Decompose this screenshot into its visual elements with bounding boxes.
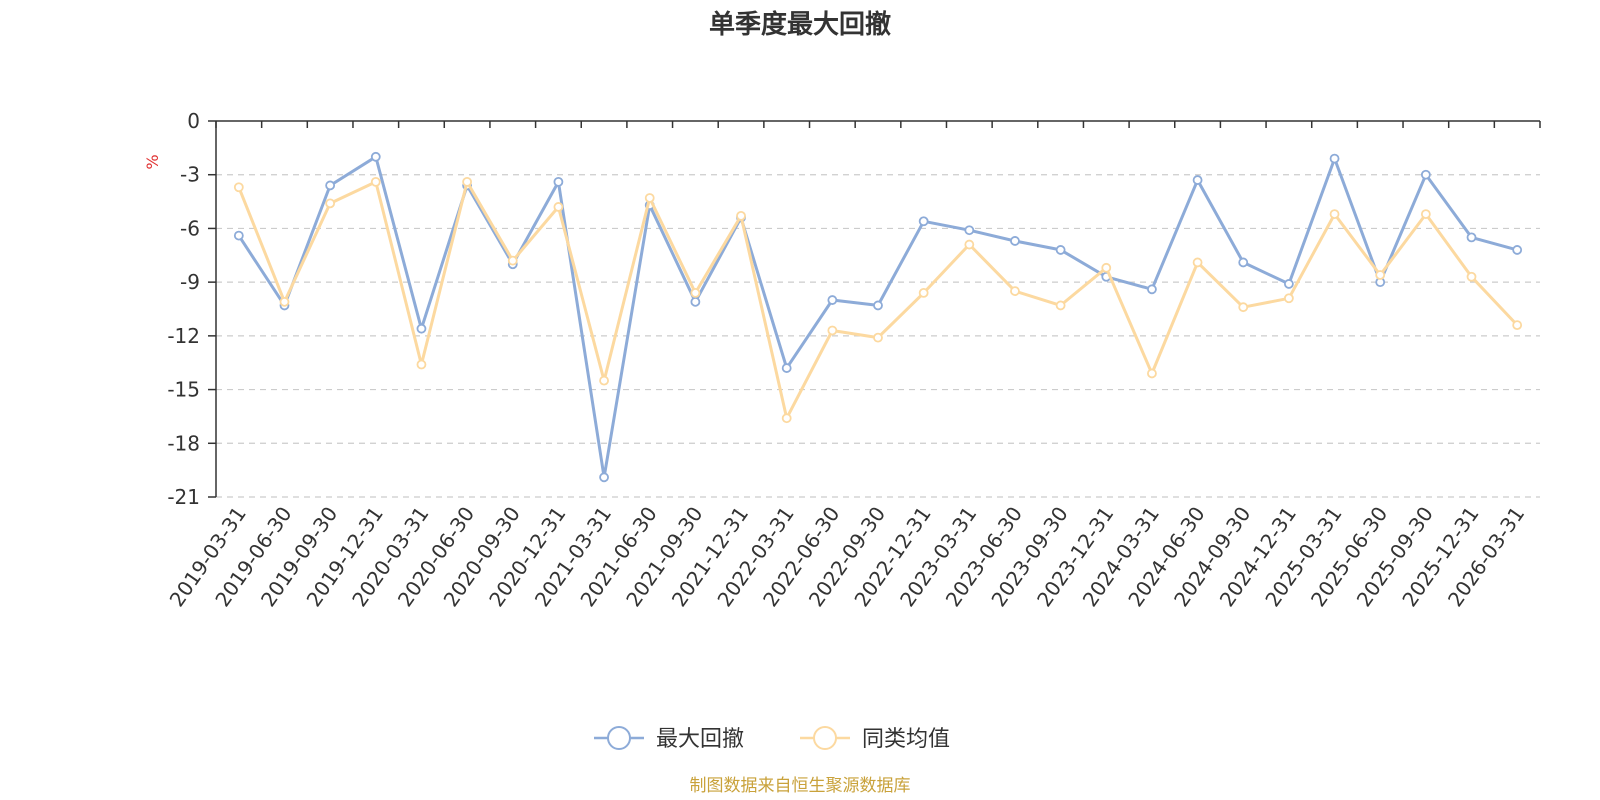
data-point[interactable] [1055,245,1066,255]
series-line [237,155,1519,479]
data-point[interactable] [690,287,701,298]
data-point[interactable] [370,176,381,187]
series-layer [233,151,1523,483]
data-point[interactable] [1238,302,1249,313]
y-tick-label: -12 [167,324,200,348]
data-point[interactable] [1512,320,1523,331]
legend[interactable]: 最大回撤 同类均值 [594,726,950,752]
data-point[interactable] [1101,262,1112,273]
data-point[interactable] [553,176,564,187]
data-point[interactable] [1283,279,1294,289]
legend-marker [607,726,631,750]
data-point[interactable] [233,230,244,241]
data-point[interactable] [1512,245,1523,255]
data-point[interactable] [599,472,609,483]
data-point[interactable] [964,225,975,236]
data-point[interactable] [827,295,838,305]
data-point[interactable] [233,182,244,193]
data-point[interactable] [1147,368,1157,379]
y-tick-label: -3 [180,163,200,187]
legend-label: 最大回撤 [656,727,744,752]
data-point[interactable] [690,296,701,307]
data-point[interactable] [1466,271,1477,282]
data-point[interactable] [873,300,883,311]
y-tick-label: -9 [180,270,200,294]
data-point[interactable] [1420,209,1431,220]
data-point[interactable] [1147,284,1157,295]
legend-label: 同类均值 [862,727,950,752]
data-point[interactable] [1192,257,1203,268]
series-1 [233,151,1523,483]
data-point[interactable] [1329,209,1340,220]
data-point[interactable] [781,363,792,373]
data-point[interactable] [964,239,975,250]
data-point[interactable] [416,359,427,370]
data-point[interactable] [507,255,518,266]
data-point[interactable] [1010,236,1020,246]
y-tick-label: -18 [167,431,200,455]
data-point[interactable] [279,296,290,307]
data-point[interactable] [1283,293,1294,304]
data-point[interactable] [1329,153,1340,164]
data-point[interactable] [1192,175,1203,185]
series-2 [233,176,1523,424]
y-tick-label: -21 [167,485,200,509]
data-point[interactable] [325,198,336,209]
legend-marker [813,726,837,750]
y-tick-label: -15 [167,378,200,402]
legend-item-2[interactable]: 同类均值 [800,726,950,752]
chart-title: 单季度最大回撤 [709,9,891,40]
data-point[interactable] [553,202,564,212]
data-point[interactable] [736,210,746,221]
data-point[interactable] [1420,169,1431,180]
source-note: 制图数据来自恒生聚源数据库 [690,776,911,796]
data-point[interactable] [370,151,381,162]
data-point[interactable] [325,180,336,191]
data-point[interactable] [873,332,883,343]
data-point[interactable] [599,375,609,386]
y-tick-label: 0 [187,109,200,133]
y-tick-label: -6 [180,216,200,240]
data-point[interactable] [918,287,929,298]
data-point[interactable] [1375,270,1386,280]
data-point[interactable] [1466,232,1477,243]
legend-item-1[interactable]: 最大回撤 [594,726,744,752]
data-point[interactable] [462,176,473,187]
data-point[interactable] [781,413,792,424]
y-axis-unit-label: % [143,154,162,169]
data-point[interactable] [1238,257,1249,268]
data-point[interactable] [827,325,838,336]
data-point[interactable] [918,216,929,227]
data-point[interactable] [644,193,655,203]
data-point[interactable] [1010,286,1020,296]
data-point[interactable] [1055,300,1066,311]
data-point[interactable] [416,323,427,334]
